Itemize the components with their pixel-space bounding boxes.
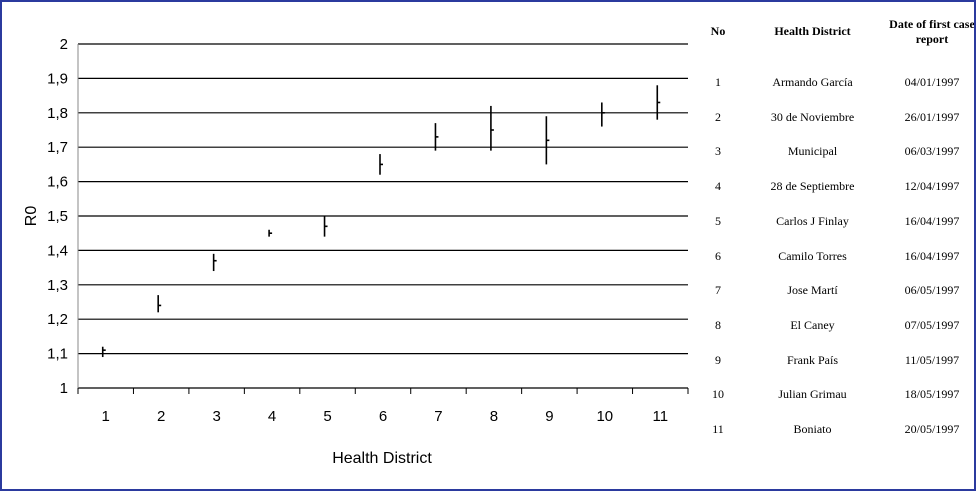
table-cell-district: 30 de Noviembre — [770, 109, 855, 124]
y-tick-label: 1 — [60, 380, 68, 397]
tick-labels: 1 1,1 1,2 1,3 1,4 1,5 1,6 1,7 1,8 1,9 2 1 2 3 4 5 6 7 8 9 10… — [47, 36, 668, 425]
axes — [77, 44, 689, 394]
table-cell-date: 26/01/1997 — [904, 109, 960, 124]
table-cell-no: 2 — [715, 109, 721, 124]
x-tick-label: 4 — [268, 408, 276, 425]
x-tick-label: 2 — [157, 408, 165, 425]
y-tick-label: 1,7 — [47, 139, 68, 156]
y-tick-label: 1,8 — [47, 105, 68, 122]
table-cell-date: 12/04/1997 — [904, 179, 960, 194]
table-cell-district: 28 de Septiembre — [770, 179, 855, 194]
y-tick-label: 1,5 — [47, 208, 68, 225]
table-cell-date: 20/05/1997 — [904, 422, 960, 436]
table-cell-no: 3 — [715, 144, 721, 159]
x-tick-label: 1 — [102, 408, 110, 425]
district-table: No Health District Date of first case re… — [696, 2, 974, 489]
table-cell-district: Julian Grimau — [778, 387, 847, 402]
table-cell-date: 18/05/1997 — [904, 387, 960, 402]
table-header-district: Health District — [774, 24, 851, 38]
x-tick-label: 5 — [323, 408, 331, 425]
table-cell-district: Frank País — [787, 352, 838, 367]
table-cell-district: Jose Martí — [787, 283, 838, 298]
x-tick-label: 9 — [545, 408, 553, 425]
y-tick-label: 1,3 — [47, 277, 68, 294]
y-tick-label: 1,6 — [47, 174, 68, 191]
x-tick-label: 11 — [652, 408, 668, 425]
r0-chart: 1 1,1 1,2 1,3 1,4 1,5 1,6 1,7 1,8 1,9 2 1 2 3 4 5 6 7 8 9 10… — [23, 36, 689, 467]
x-axis-title: Health District — [332, 450, 432, 467]
x-tick-label: 8 — [490, 408, 498, 425]
table-cell-date: 07/05/1997 — [904, 317, 960, 332]
table-cell-district: Carlos J Finlay — [776, 213, 849, 228]
table-cell-district: Municipal — [787, 144, 838, 159]
x-tick-label: 7 — [434, 408, 442, 425]
y-axis-title: R0 — [23, 206, 40, 227]
table-cell-no: 9 — [715, 352, 721, 367]
y-tick-label: 1,9 — [47, 70, 68, 87]
table-header-no: No — [710, 24, 726, 38]
table-cell-no: 4 — [715, 179, 721, 194]
x-tick-label: 10 — [596, 408, 613, 425]
table-cell-no: 7 — [715, 283, 721, 298]
table-header-date: Date of first case report — [889, 17, 975, 46]
table-cell-date: 06/03/1997 — [904, 144, 960, 159]
y-tick-label: 1,4 — [47, 242, 68, 259]
data-marks — [101, 85, 661, 358]
x-tick-label: 6 — [379, 408, 387, 425]
x-tick-label: 3 — [212, 408, 220, 425]
table-cell-district: El Caney — [790, 317, 835, 332]
table-cell-district: Camilo Torres — [778, 248, 847, 263]
y-tick-label: 1,1 — [47, 346, 68, 363]
gridlines — [78, 43, 688, 355]
table-cell-no: 8 — [715, 317, 721, 332]
table-cell-no: 10 — [712, 387, 724, 402]
table-cell-no: 5 — [715, 213, 721, 228]
table-cell-no: 11 — [712, 422, 724, 436]
table-cell-date: 11/05/1997 — [904, 352, 960, 367]
y-tick-label: 2 — [60, 36, 68, 53]
y-tick-label: 1,2 — [47, 311, 68, 328]
table-cell-date: 16/04/1997 — [904, 248, 960, 263]
table-cell-date: 06/05/1997 — [904, 283, 960, 298]
table-cell-no: 1 — [715, 75, 721, 89]
table-cell-no: 6 — [715, 248, 721, 263]
table-cell-date: 16/04/1997 — [904, 213, 960, 228]
table-cell-district: Boniato — [793, 422, 832, 436]
table-cell-date: 04/01/1997 — [904, 75, 960, 89]
table-cell-district: Armando García — [772, 75, 853, 89]
